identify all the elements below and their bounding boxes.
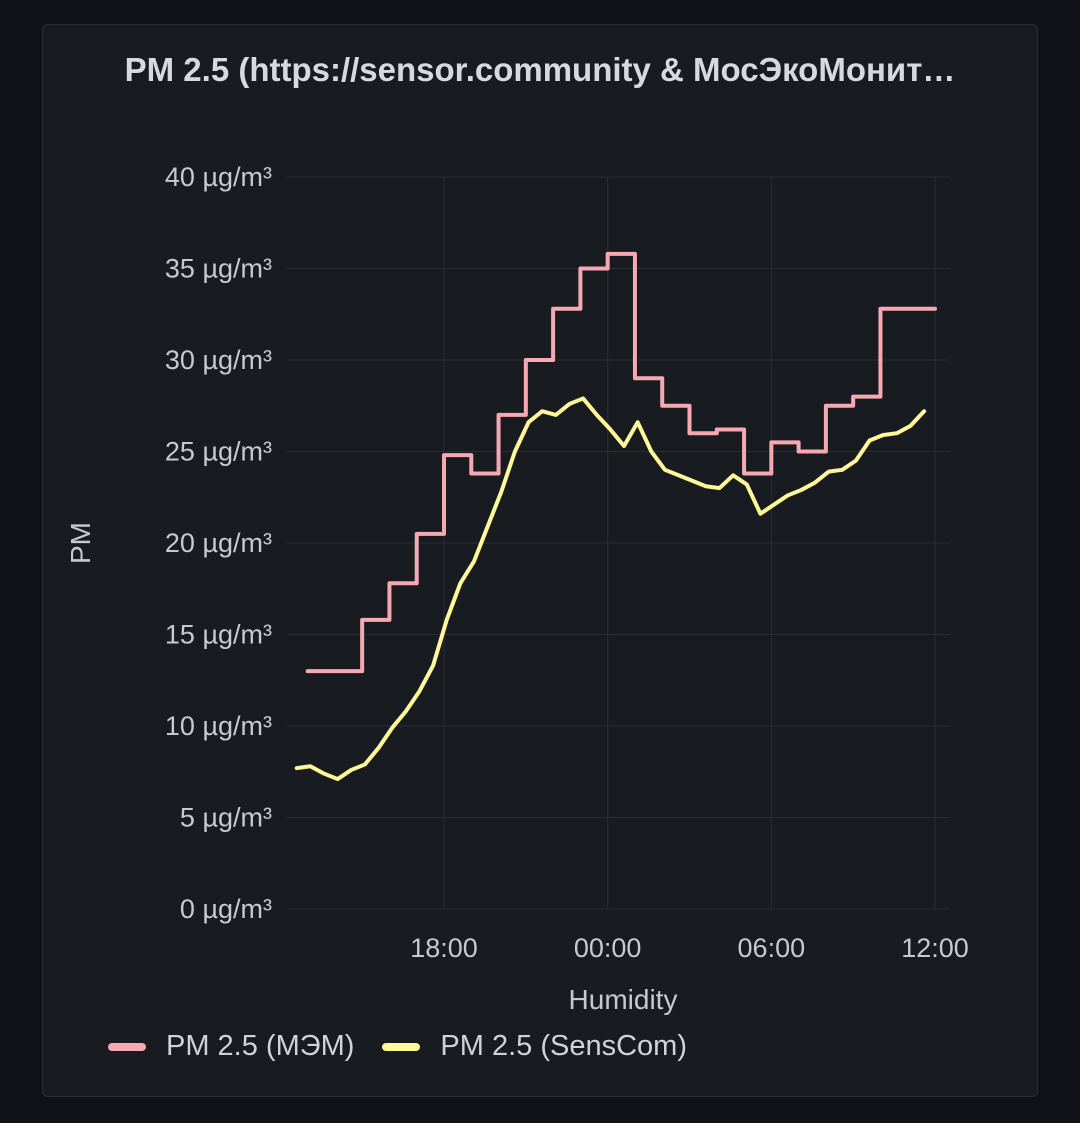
y-tick-label: 20 µg/m³ xyxy=(165,528,272,558)
grid-lines xyxy=(287,176,950,910)
y-tick-label: 25 µg/m³ xyxy=(165,437,272,467)
y-axis-ticks: 0 µg/m³ 5 µg/m³ 10 µg/m³ 15 µg/m³ 20 µg/m³ 25… xyxy=(165,162,272,924)
x-tick-label: 06:00 xyxy=(738,933,806,963)
x-axis-label: Humidity xyxy=(569,984,678,1015)
legend-label-mem: PM 2.5 (МЭМ) xyxy=(166,1030,355,1062)
y-tick-label: 0 µg/m³ xyxy=(180,894,272,924)
chart-panel: PM 2.5 (https://sensor.community & МосЭк… xyxy=(42,24,1038,1097)
series-line-mem[interactable] xyxy=(305,251,937,674)
legend-swatch-mem xyxy=(108,1042,146,1051)
x-tick-label: 12:00 xyxy=(901,933,969,963)
legend-item-mem[interactable]: PM 2.5 (МЭМ) xyxy=(108,1030,354,1063)
y-tick-label: 10 µg/m³ xyxy=(165,711,272,741)
panel-title[interactable]: PM 2.5 (https://sensor.community & МосЭк… xyxy=(124,51,956,88)
y-tick-label: 35 µg/m³ xyxy=(165,254,272,284)
y-tick-label: 30 µg/m³ xyxy=(165,345,272,375)
y-tick-label: 5 µg/m³ xyxy=(180,803,272,833)
x-tick-label: 00:00 xyxy=(574,933,642,963)
legend-label-senscom: PM 2.5 (SensCom) xyxy=(440,1030,687,1062)
legend-swatch-senscom xyxy=(382,1042,421,1051)
legend: PM 2.5 (МЭМ) PM 2.5 (SensCom) xyxy=(108,1030,715,1063)
series-lines xyxy=(294,251,937,782)
y-tick-label: 40 µg/m³ xyxy=(165,162,272,192)
y-axis-label: PM xyxy=(65,522,96,564)
x-axis-ticks: 18:00 00:00 06:00 12:00 xyxy=(410,933,969,963)
x-tick-label: 18:00 xyxy=(410,933,478,963)
y-tick-label: 15 µg/m³ xyxy=(165,620,272,650)
series-line-senscom[interactable] xyxy=(294,396,927,782)
legend-item-senscom[interactable]: PM 2.5 (SensCom) xyxy=(382,1030,687,1063)
